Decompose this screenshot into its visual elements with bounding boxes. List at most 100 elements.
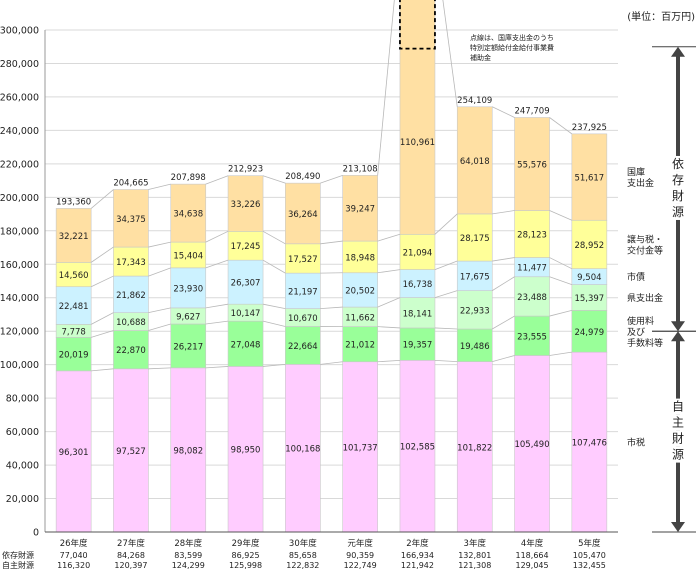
bar-segment bbox=[342, 326, 378, 363]
y-tick-label: 140,000 bbox=[0, 293, 39, 304]
data-label: 101,737 bbox=[343, 443, 378, 453]
x-tick-label: 4年度 bbox=[521, 538, 544, 549]
connector-line bbox=[434, 290, 458, 298]
connector-line bbox=[549, 351, 572, 356]
footer-value: 122,749 bbox=[344, 561, 377, 570]
footer-value: 129,045 bbox=[516, 561, 549, 570]
x-tick-label: 27年度 bbox=[117, 538, 145, 549]
bracket-label-char: 依 bbox=[672, 156, 684, 171]
connector-line bbox=[90, 246, 114, 263]
data-label: 21,012 bbox=[345, 341, 375, 351]
bar-segment bbox=[571, 284, 608, 311]
bar-segment bbox=[285, 364, 321, 533]
bar-segment bbox=[571, 351, 608, 533]
bars bbox=[55, 0, 608, 533]
footer-value: 121,942 bbox=[401, 561, 434, 570]
y-tick-label: 120,000 bbox=[0, 327, 39, 338]
connector-line bbox=[320, 175, 343, 184]
bar-segment bbox=[227, 175, 264, 232]
data-label: 26,307 bbox=[231, 279, 261, 289]
x-tick-label: 28年度 bbox=[174, 538, 202, 549]
connector-line bbox=[205, 175, 229, 185]
data-label: 51,617 bbox=[574, 174, 604, 184]
data-label: 21,862 bbox=[116, 291, 146, 301]
y-tick-label: 300,000 bbox=[0, 26, 39, 37]
bar-segment bbox=[514, 315, 550, 356]
y-tick-label: 0 bbox=[33, 528, 39, 539]
bracket-label-char: 源 bbox=[672, 448, 684, 462]
data-label: 11,662 bbox=[345, 313, 375, 323]
x-tick-label: 29年度 bbox=[232, 538, 260, 549]
connector-line bbox=[148, 183, 171, 190]
bar-segment bbox=[227, 366, 264, 533]
x-tick-label: 2年度 bbox=[406, 538, 429, 549]
data-label: 11,477 bbox=[517, 264, 547, 274]
y-tick-label: 80,000 bbox=[6, 394, 39, 405]
bar-segment bbox=[571, 310, 608, 353]
connector-line bbox=[148, 267, 171, 277]
x-tick-label: 元年度 bbox=[347, 538, 373, 549]
legend-label: 及び bbox=[627, 327, 645, 338]
bar-segment bbox=[55, 370, 92, 533]
y-tick-label: 200,000 bbox=[0, 193, 39, 204]
data-label: 16,738 bbox=[403, 280, 433, 290]
bracket-label-char: 財 bbox=[672, 188, 684, 203]
data-label: 101,822 bbox=[457, 443, 492, 453]
bracket-label: 依存財源 bbox=[671, 155, 685, 220]
data-label: 27,048 bbox=[231, 340, 261, 350]
bracket-label-char: 源 bbox=[672, 205, 684, 219]
bar-segment bbox=[514, 276, 550, 317]
footer-value: 85,658 bbox=[289, 551, 317, 560]
bar-segment bbox=[285, 326, 321, 365]
data-label: 26,217 bbox=[173, 342, 203, 352]
data-label: 18,948 bbox=[345, 253, 375, 263]
connector-line bbox=[549, 257, 573, 270]
connector-line bbox=[492, 257, 515, 262]
bar-segment bbox=[399, 297, 436, 329]
data-label: 64,018 bbox=[460, 157, 490, 167]
trend-lines bbox=[90, 0, 573, 372]
data-label: 9,627 bbox=[176, 312, 200, 322]
connector-line bbox=[434, 359, 458, 363]
y-tick-label: 160,000 bbox=[0, 260, 39, 271]
total-label: 247,709 bbox=[514, 107, 549, 117]
data-label: 64,261 bbox=[403, 0, 433, 1]
legend-label: 市債 bbox=[627, 271, 645, 283]
connector-line bbox=[262, 175, 286, 184]
x-axis: 26年度 27年度 28年度 29年度 30年度 元年度 2年度 3年度 4年度 5年度 bbox=[60, 538, 601, 549]
data-label: 33,226 bbox=[231, 200, 261, 210]
connector-line bbox=[549, 117, 573, 135]
data-label: 22,664 bbox=[288, 342, 318, 352]
data-label: 28,952 bbox=[574, 241, 604, 251]
total-label: 193,360 bbox=[56, 197, 91, 207]
bracket-arrow-bottom bbox=[671, 321, 685, 332]
connector-line bbox=[442, 0, 458, 107]
connector-line bbox=[434, 260, 458, 270]
bar-segment bbox=[399, 269, 436, 298]
bracket-arrow-top bbox=[671, 46, 685, 57]
connector-line bbox=[91, 330, 114, 338]
bar-segment bbox=[456, 106, 493, 215]
total-label: 213,108 bbox=[343, 164, 378, 174]
data-label: 9,504 bbox=[577, 273, 601, 283]
bracket-label-bg bbox=[671, 430, 685, 447]
annotation-text: 補助金 bbox=[470, 53, 491, 62]
bar-segment bbox=[285, 272, 321, 309]
y-tick-label: 240,000 bbox=[0, 126, 39, 137]
bracket-label-bg bbox=[671, 414, 685, 431]
footer-value: 166,934 bbox=[401, 551, 434, 560]
connector-line bbox=[549, 210, 573, 221]
bar-segment bbox=[55, 286, 92, 325]
bar-segment bbox=[514, 117, 550, 211]
bracket-label-bg bbox=[671, 187, 685, 204]
connector-line bbox=[90, 275, 114, 288]
bar-segment bbox=[55, 262, 92, 288]
footer-value: 124,299 bbox=[172, 561, 205, 570]
connector-line bbox=[91, 368, 114, 372]
footer-table: 依存財源 77,040 84,268 83,599 86,925 85,658 90,359… bbox=[2, 550, 606, 570]
data-label: 21,197 bbox=[288, 287, 318, 297]
y-axis: 0 20,000 40,000 60,000 80,000 100,000 120,000 1… bbox=[0, 26, 618, 539]
data-label: 17,527 bbox=[288, 255, 318, 265]
